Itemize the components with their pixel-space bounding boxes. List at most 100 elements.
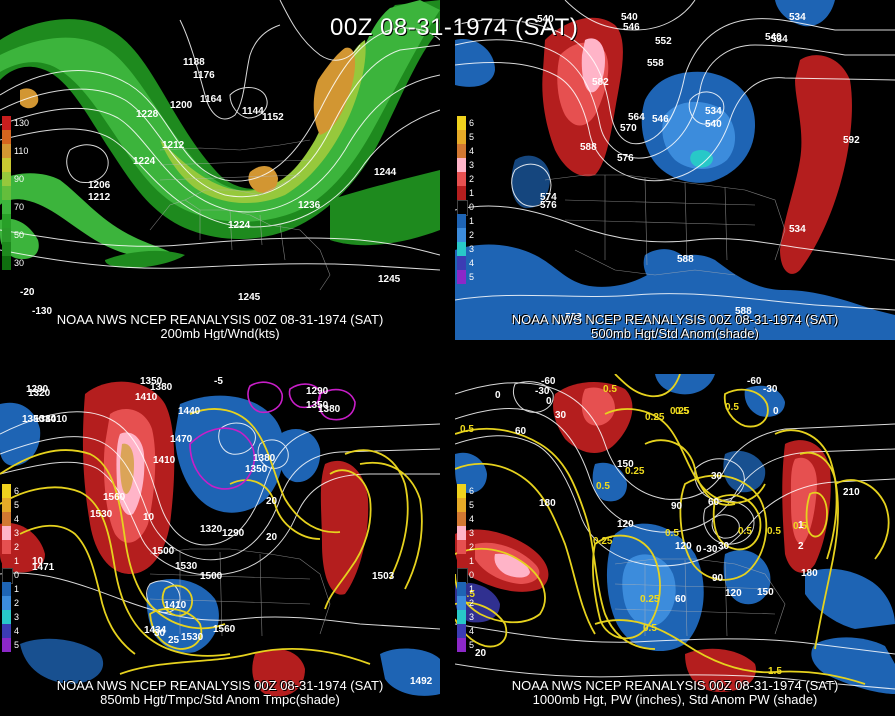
contour-label: 30 bbox=[555, 410, 567, 421]
legend-swatch bbox=[2, 498, 11, 512]
legend-label: 3 bbox=[469, 528, 475, 538]
legend-entry: 1 bbox=[457, 554, 483, 568]
legend-label: 6 bbox=[14, 486, 20, 496]
contour-label: -30 bbox=[763, 384, 778, 395]
legend-entry: 5 bbox=[457, 130, 483, 144]
legend-swatch bbox=[457, 172, 466, 186]
legend-swatch bbox=[457, 624, 466, 638]
legend-swatch bbox=[457, 582, 466, 596]
legend-label: 5 bbox=[469, 272, 475, 282]
legend-entry: 4 bbox=[457, 256, 483, 270]
anomaly-legend: 6 5 4 3 2 1 0 1 2 3 4 5 bbox=[2, 484, 28, 652]
contour-label: 588 bbox=[677, 254, 694, 265]
legend-label: 6 bbox=[469, 486, 475, 496]
contour-label: 1380 bbox=[150, 382, 173, 393]
legend-label: 50 bbox=[14, 230, 25, 240]
contour-label: 1492 bbox=[410, 676, 433, 687]
contour-label: 1236 bbox=[298, 200, 321, 211]
contour-label: 120 bbox=[675, 541, 692, 552]
legend-entry bbox=[2, 242, 28, 256]
contour-label: 1500 bbox=[200, 571, 223, 582]
legend-swatch bbox=[457, 540, 466, 554]
contour-label: 0 bbox=[546, 396, 552, 407]
legend-entry bbox=[2, 158, 28, 172]
legend-entry: 4 bbox=[457, 624, 483, 638]
contour-label: 546 bbox=[623, 22, 640, 33]
contour-label: 10 bbox=[32, 556, 44, 567]
legend-swatch bbox=[2, 610, 11, 624]
contour-label: 1500 bbox=[152, 546, 175, 557]
contour-label: 1530 bbox=[181, 632, 204, 643]
panel-caption-line2: 200mb Hgt/Wnd(kts) bbox=[160, 326, 280, 341]
legend-label: 5 bbox=[14, 640, 20, 650]
legend-label: 1 bbox=[14, 584, 20, 594]
legend-entry: 2 bbox=[457, 596, 483, 610]
legend-entry: 5 bbox=[457, 638, 483, 652]
contour-label: 30 bbox=[154, 628, 166, 639]
contour-label: 592 bbox=[843, 135, 860, 146]
legend-entry bbox=[2, 186, 28, 200]
contour-label: 546 bbox=[652, 114, 669, 125]
legend-swatch bbox=[457, 186, 466, 200]
contour-label: 1152 bbox=[262, 112, 284, 123]
legend-label: 90 bbox=[14, 174, 25, 184]
contour-label: 0.5 bbox=[675, 406, 689, 417]
contour-label: -30 bbox=[535, 386, 550, 397]
legend-label: 1 bbox=[469, 556, 475, 566]
legend-entry: 50 bbox=[2, 228, 28, 242]
legend-entry: 5 bbox=[457, 498, 483, 512]
legend-entry: 3 bbox=[457, 158, 483, 172]
contour-label: 90 bbox=[712, 573, 724, 584]
contour-label: 90 bbox=[671, 501, 683, 512]
contour-label: 1350 bbox=[22, 414, 45, 425]
contour-label: -130 bbox=[32, 306, 52, 317]
contour-label: 576 bbox=[540, 200, 557, 211]
legend-label: 3 bbox=[14, 612, 20, 622]
legend-label: 0 bbox=[469, 570, 475, 580]
panel-caption-line2: 1000mb Hgt, PW (inches), Std Anom PW (sh… bbox=[532, 692, 818, 707]
map-500mb: 540 5405465525585825645705465345405765885… bbox=[455, 0, 895, 340]
legend-label: 4 bbox=[469, 626, 475, 636]
contour-label: 10 bbox=[143, 512, 155, 523]
legend-swatch bbox=[457, 214, 466, 228]
anomaly-legend: 6 5 4 3 2 1 0 1 2 3 4 5 bbox=[457, 484, 483, 652]
contour-label: 210 bbox=[843, 487, 860, 498]
contour-label: 1380 bbox=[34, 414, 57, 425]
contour-label: 20 bbox=[266, 532, 278, 543]
legend-label: 4 bbox=[14, 514, 20, 524]
legend-entry: 2 bbox=[457, 172, 483, 186]
panel-200mb: 1188 1176 1164 1152 1200 1212 1224 1212 1224 1236… bbox=[0, 0, 440, 340]
legend-label: 1 bbox=[469, 584, 475, 594]
legend-label: 3 bbox=[469, 612, 475, 622]
contour-label: 0.5 bbox=[665, 528, 679, 539]
legend-entry: 2 bbox=[457, 540, 483, 554]
contour-label: 540 bbox=[621, 12, 638, 23]
contour-label: 0.5 bbox=[603, 384, 617, 395]
legend-entry: 1 bbox=[457, 582, 483, 596]
legend-entry: 3 bbox=[2, 610, 28, 624]
contour-label: 1212 bbox=[88, 192, 111, 203]
legend-entry: 5 bbox=[457, 270, 483, 284]
legend-swatch bbox=[457, 256, 466, 270]
contour-label: 1245 bbox=[378, 274, 401, 285]
contour-label: 552 bbox=[655, 36, 672, 47]
contour-label: 0.25 bbox=[593, 536, 613, 547]
legend-label: 2 bbox=[469, 598, 475, 608]
contour-label: 1380 bbox=[318, 404, 341, 415]
contour-label: 1244 bbox=[374, 167, 397, 178]
contour-label: 1290 bbox=[222, 528, 245, 539]
legend-swatch bbox=[457, 554, 466, 568]
contour-label: 60 bbox=[708, 497, 720, 508]
contour-label: -20 bbox=[20, 287, 35, 298]
contour-label: 0.25 bbox=[645, 412, 665, 423]
legend-label: 30 bbox=[14, 258, 25, 268]
legend-label: 2 bbox=[469, 542, 475, 552]
contour-label: 1290 bbox=[26, 384, 49, 395]
legend-label: 1 bbox=[469, 188, 475, 198]
legend-entry: 1 bbox=[457, 186, 483, 200]
contour-label: 1410 bbox=[135, 392, 158, 403]
contour-label: 1410 bbox=[45, 414, 68, 425]
legend-swatch bbox=[2, 638, 11, 652]
contour-label: 1188 bbox=[183, 57, 205, 68]
